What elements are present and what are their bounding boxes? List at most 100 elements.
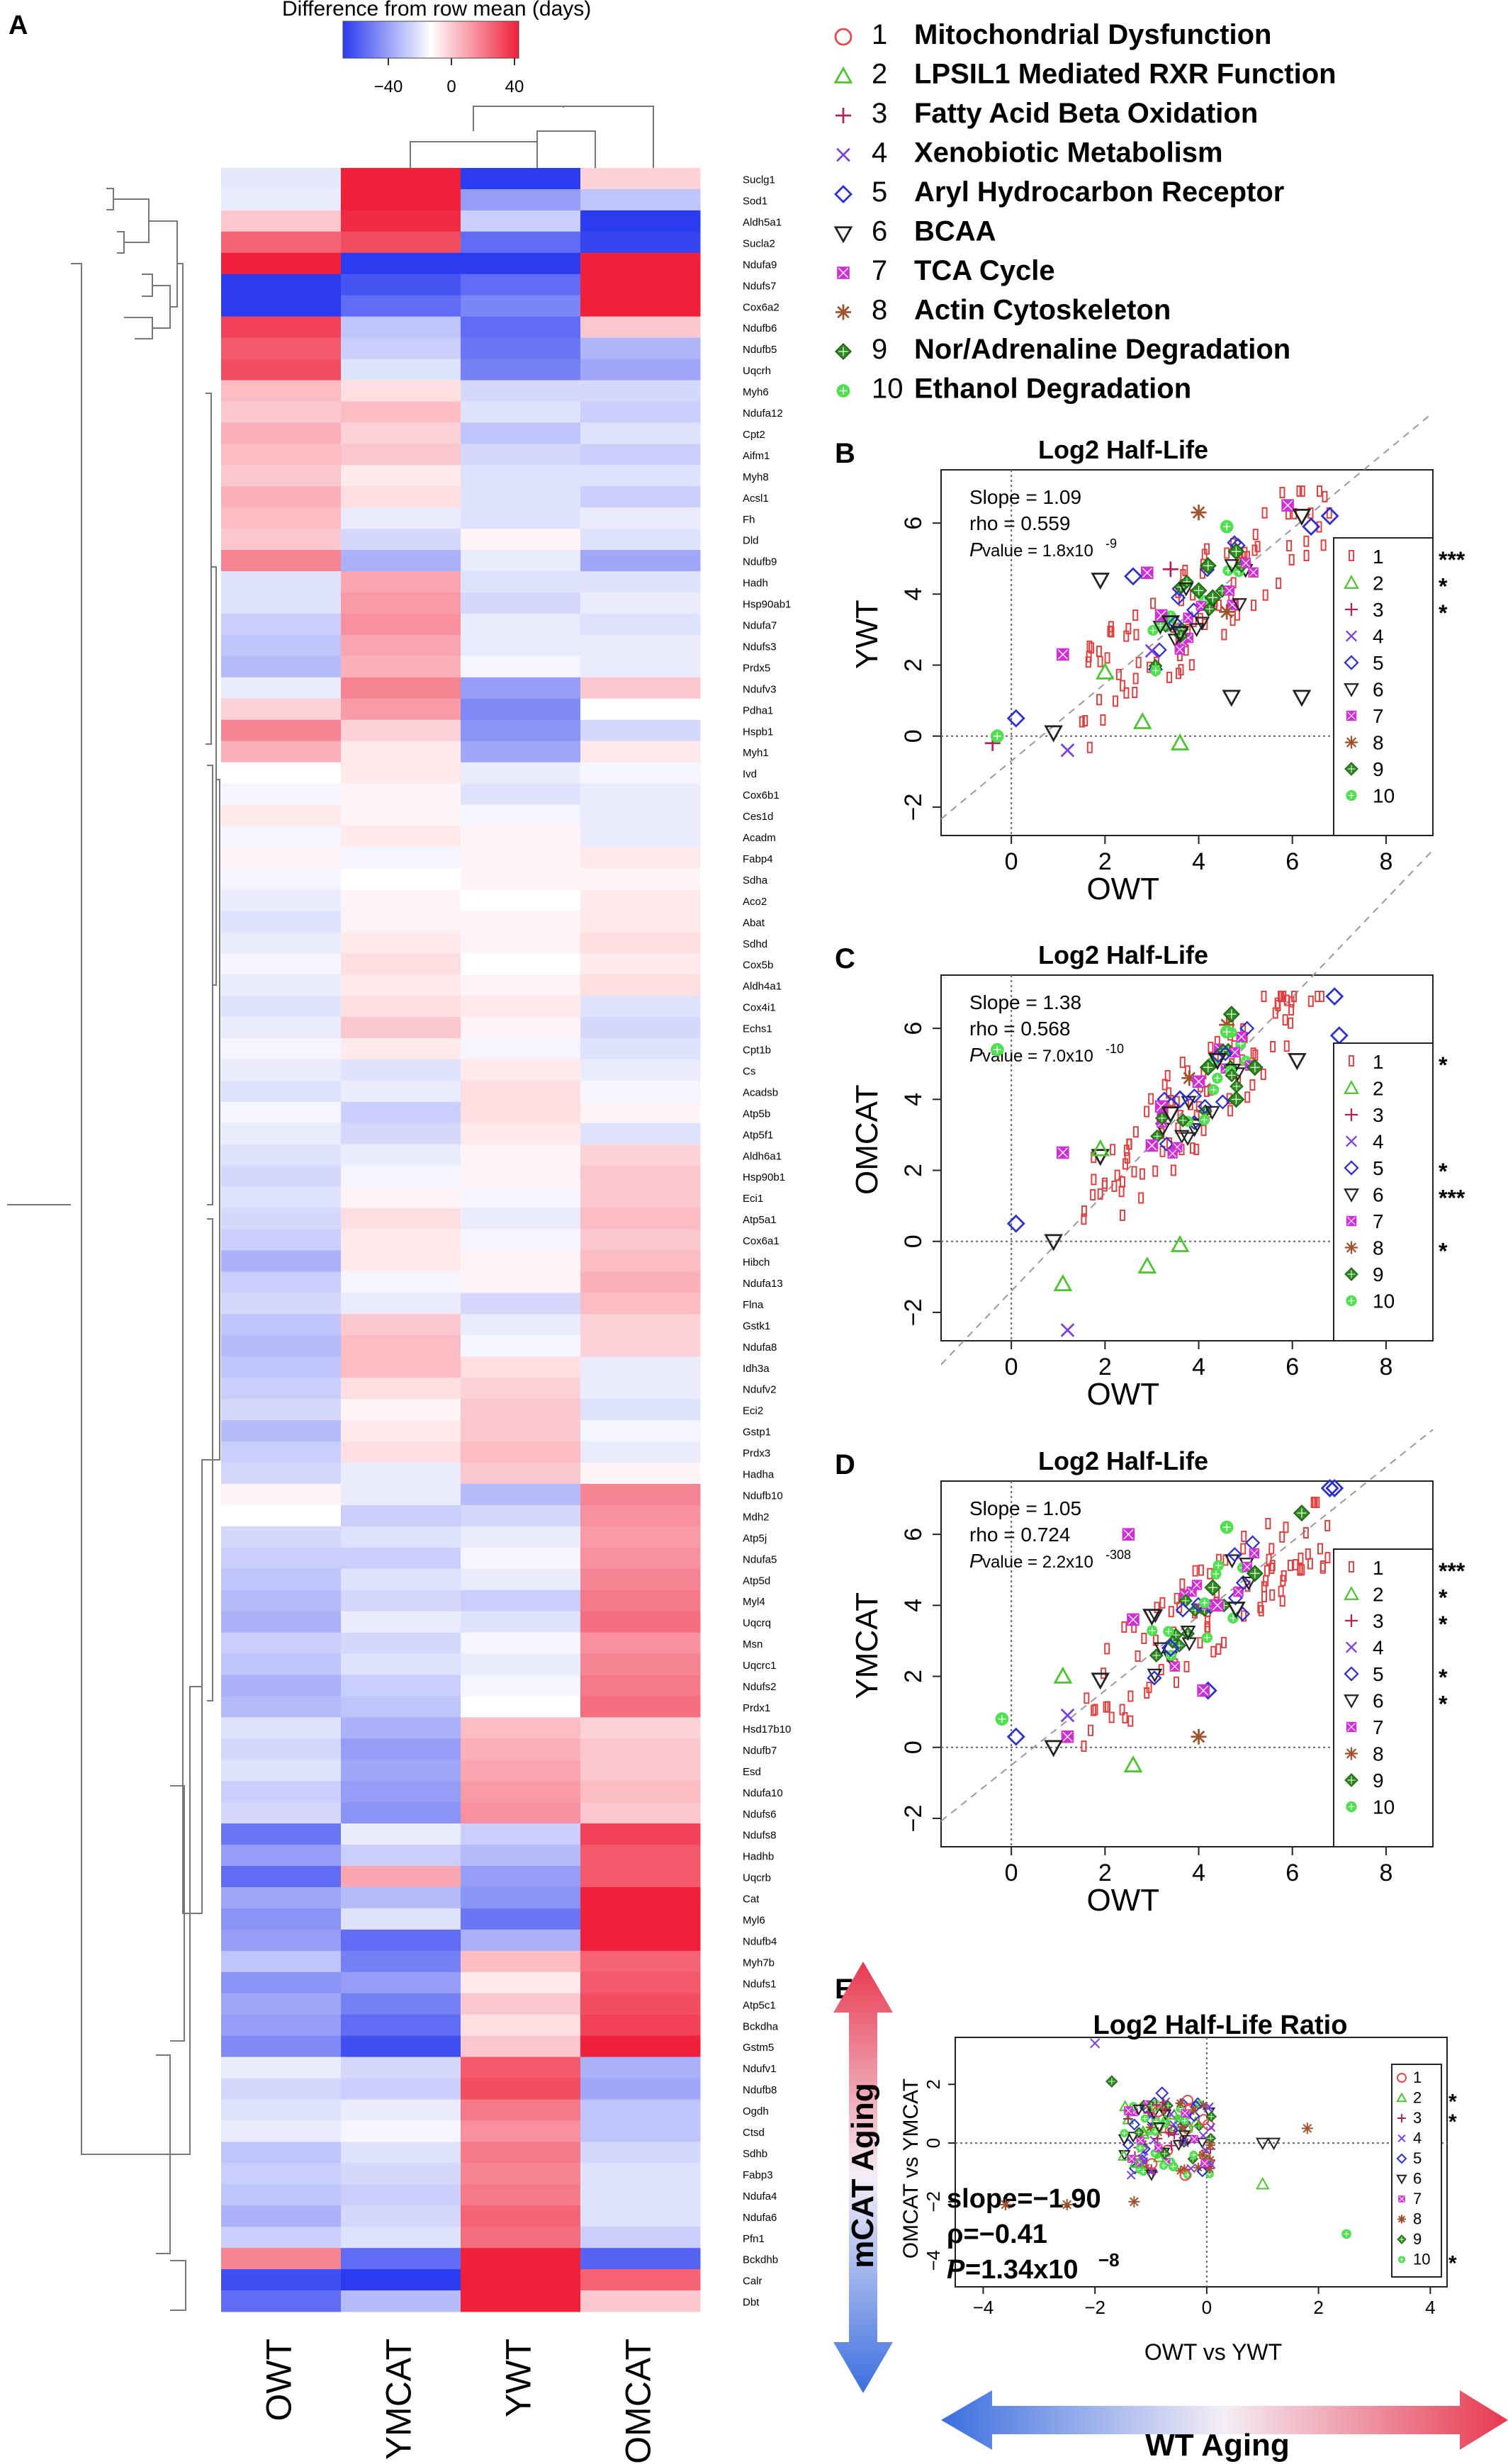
- panel-legend-number: 1: [1373, 546, 1384, 568]
- data-point: [1215, 1643, 1222, 1655]
- significance-stars: *: [1439, 1239, 1448, 1264]
- heatmap-cell: [580, 826, 701, 848]
- panel-legend-number: 4: [1373, 1637, 1384, 1659]
- data-point: [1186, 1088, 1203, 1104]
- heatmap-column-label: YWT: [499, 2339, 539, 2417]
- heatmap-cell: [461, 1504, 581, 1527]
- marker-shape: [1176, 2099, 1185, 2108]
- heatmap-cell: [341, 1929, 461, 1952]
- wt-aging-arrow: [941, 2390, 1508, 2450]
- gene-label: Acadm: [743, 832, 776, 844]
- data-point: [1305, 1548, 1311, 1560]
- data-point: [1302, 1526, 1309, 1538]
- marker-shape: [833, 66, 853, 84]
- gene-label: Prdx5: [743, 662, 770, 674]
- heatmap-cell: [341, 1186, 461, 1209]
- heatmap-cell: [221, 231, 342, 254]
- heatmap-cell: [461, 634, 581, 657]
- heatmap-cell: [221, 2057, 342, 2079]
- heatmap-cell: [580, 1483, 701, 1506]
- data-point: [1128, 2195, 1140, 2207]
- panel-legend-marker: [1346, 1721, 1357, 1733]
- heatmap-cell: [580, 1590, 701, 1612]
- data-point: [1251, 600, 1257, 612]
- heatmap-cell: [221, 444, 342, 466]
- gene-label: Ndufa7: [743, 620, 777, 632]
- gene-label: Aifm1: [743, 450, 770, 462]
- heatmap-cell: [221, 274, 342, 296]
- marker-shape: [1347, 1217, 1356, 1225]
- data-point: [1293, 1504, 1310, 1522]
- significance-stars: ***: [1439, 1186, 1465, 1211]
- data-point: [1095, 662, 1115, 680]
- heatmap-cell: [221, 1059, 342, 1081]
- data-point: [1149, 2135, 1159, 2145]
- data-point: [1199, 557, 1217, 575]
- heatmap-cell: [461, 1675, 581, 1697]
- gene-label: Pfn1: [743, 2233, 765, 2245]
- data-point: [1283, 1040, 1290, 1052]
- data-point: [1199, 1597, 1210, 1609]
- heatmap-cell: [341, 422, 461, 444]
- heatmap-cell: [341, 656, 461, 678]
- heatmap-cell: [221, 1037, 342, 1060]
- pathway-legend: 1 Mitochondrial Dysfunction 2 LPSIL1 Mediat…: [833, 19, 1337, 405]
- heatmap-cell: [580, 1929, 701, 1952]
- data-point: [1170, 626, 1190, 643]
- heatmap-cell: [221, 2184, 342, 2206]
- panel-legend-marker: [1349, 1561, 1354, 1573]
- heatmap-cell: [461, 783, 581, 806]
- data-point: [1249, 1079, 1256, 1091]
- marker-shape: [1191, 2135, 1198, 2143]
- heatmap-cell: [580, 1632, 701, 1655]
- x-tick-label: 0: [1005, 1354, 1018, 1380]
- row-dendrogram: [7, 188, 220, 2311]
- gene-label: Ndufa5: [743, 1553, 777, 1565]
- heatmap-cell: [580, 1653, 701, 1675]
- data-point: [1123, 687, 1130, 699]
- heatmap-cell: [461, 1632, 581, 1655]
- data-point: [1169, 1661, 1180, 1672]
- panel-legend-marker: [1398, 2195, 1405, 2203]
- gene-label: Ndufb10: [743, 1490, 783, 1502]
- heatmap-cell: [221, 1717, 342, 1739]
- marker-shape: [1147, 2123, 1155, 2132]
- marker-shape: [1195, 2137, 1209, 2149]
- marker-shape: [1347, 1723, 1356, 1731]
- gene-label: Ndufb7: [743, 1745, 777, 1757]
- legend-marker: [834, 28, 853, 46]
- regression-line: [940, 849, 1434, 1366]
- heatmap-cell: [580, 1866, 701, 1888]
- heatmap-cell: [221, 1101, 342, 1124]
- panel-legend-number: 4: [1413, 2130, 1422, 2147]
- heatmap-cell: [461, 2290, 581, 2312]
- panel-d: D Log2 Half-Life 0 2 4 6 8 −2 0 2 4 6 OWT YMCAT Slope …: [835, 1429, 1465, 1918]
- data-point: [1217, 1046, 1233, 1062]
- heatmap-cell: [580, 1420, 701, 1442]
- data-point: [1278, 1585, 1284, 1597]
- data-point: [1241, 1530, 1247, 1542]
- marker-shape: [1302, 2124, 1312, 2133]
- marker-shape: [1161, 1106, 1181, 1124]
- heatmap-cell: [341, 2205, 461, 2227]
- heatmap-cell: [221, 911, 342, 933]
- heatmap-cell: [461, 2269, 581, 2291]
- heatmap-cell: [461, 1993, 581, 2015]
- heatmap-cell: [580, 719, 701, 742]
- heatmap-cell: [461, 2099, 581, 2121]
- marker-shape: [1192, 506, 1205, 519]
- gene-label: Prdx3: [743, 1448, 770, 1460]
- heatmap-cell: [221, 1165, 342, 1188]
- heatmap-cell: [341, 1632, 461, 1655]
- data-point: [1091, 1672, 1110, 1690]
- gene-label: Acadsb: [743, 1086, 778, 1098]
- x-tick-label: 4: [1192, 1860, 1205, 1886]
- data-point: [1175, 2098, 1186, 2108]
- marker-shape: [1203, 2103, 1213, 2113]
- data-point: [1317, 485, 1323, 497]
- data-point: [1191, 1728, 1207, 1745]
- heatmap-cell: [221, 2099, 342, 2121]
- gene-label: Ndufb8: [743, 2084, 777, 2096]
- x-tick-label: 8: [1379, 1860, 1392, 1886]
- heatmap-cell: [341, 1547, 461, 1570]
